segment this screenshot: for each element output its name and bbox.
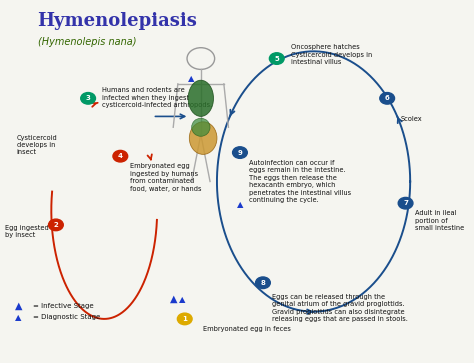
Text: = Infective Stage: = Infective Stage <box>33 303 93 309</box>
Text: ▲: ▲ <box>15 313 21 322</box>
Text: 9: 9 <box>237 150 242 156</box>
Text: Cysticercoid
develops in
insect: Cysticercoid develops in insect <box>17 135 57 155</box>
Circle shape <box>177 313 192 325</box>
Text: 7: 7 <box>403 200 408 206</box>
Ellipse shape <box>189 122 217 154</box>
Text: (Hymenolepis nana): (Hymenolepis nana) <box>37 37 136 47</box>
Text: 6: 6 <box>385 95 390 101</box>
Text: 4: 4 <box>118 153 123 159</box>
Text: Autoinfection can occur if
eggs remain in the intestine.
The eggs then release t: Autoinfection can occur if eggs remain i… <box>249 160 351 203</box>
Text: Hymenolepiasis: Hymenolepiasis <box>37 12 197 29</box>
Ellipse shape <box>191 118 210 136</box>
Text: Oncosphere hatches
Cysticercoid develops in
intestinal villus: Oncosphere hatches Cysticercoid develops… <box>291 44 372 65</box>
Text: ▲: ▲ <box>179 294 186 303</box>
Text: Egg ingested
by insect: Egg ingested by insect <box>5 225 49 238</box>
Text: 1: 1 <box>182 316 187 322</box>
Text: ▲: ▲ <box>170 294 177 304</box>
Circle shape <box>233 147 247 158</box>
Text: ▲: ▲ <box>188 74 195 83</box>
Text: Scolex: Scolex <box>401 117 423 122</box>
Text: = Diagnostic Stage: = Diagnostic Stage <box>33 314 100 320</box>
Circle shape <box>81 93 95 104</box>
Text: 8: 8 <box>261 280 265 286</box>
Circle shape <box>48 219 63 231</box>
Circle shape <box>255 277 270 289</box>
Circle shape <box>398 197 413 209</box>
Text: Adult in ileal
portion of
small intestine: Adult in ileal portion of small intestin… <box>415 211 464 232</box>
Circle shape <box>269 53 284 64</box>
Circle shape <box>113 150 128 162</box>
Text: Eggs can be released through the
genital atrium of the gravid proglottids.
Gravi: Eggs can be released through the genital… <box>272 294 408 322</box>
Text: Embryonated egg
ingested by humans
from contaminated
food, water, or hands: Embryonated egg ingested by humans from … <box>129 163 201 192</box>
Text: Humans and rodents are
infected when they ingest
cysticercoid-infected arthropod: Humans and rodents are infected when the… <box>102 87 212 109</box>
Text: 5: 5 <box>274 56 279 62</box>
Ellipse shape <box>188 80 213 117</box>
Text: 3: 3 <box>86 95 91 101</box>
Text: ▲: ▲ <box>237 200 243 209</box>
Text: Embryonated egg in feces: Embryonated egg in feces <box>203 326 291 332</box>
Text: 2: 2 <box>54 222 58 228</box>
Text: ▲: ▲ <box>15 301 22 311</box>
Circle shape <box>380 93 394 104</box>
